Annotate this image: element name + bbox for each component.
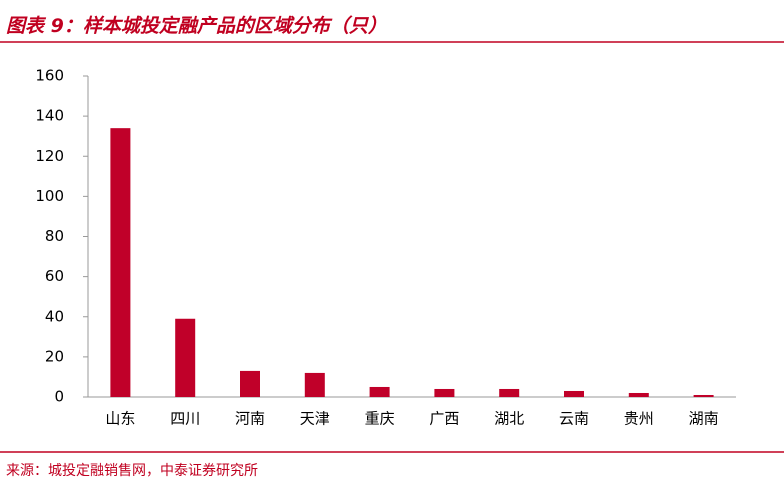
bar (693, 394, 714, 397)
source-note: 来源：城投定融销售网，中泰证券研究所 (6, 463, 258, 479)
y-tick-label: 160 (35, 67, 64, 85)
x-tick-label: 贵州 (624, 410, 654, 428)
bar (240, 370, 260, 397)
y-tick-label: 0 (54, 388, 64, 406)
bar (110, 128, 131, 397)
y-tick-label: 60 (45, 267, 64, 285)
x-tick-label: 湖北 (494, 410, 524, 428)
x-tick-label: 湖南 (689, 410, 719, 428)
chart-title: 图表 9：样本城投定融产品的区域分布（只） (6, 15, 387, 37)
bar (499, 388, 520, 397)
bar (175, 318, 196, 397)
y-tick-label: 40 (45, 307, 64, 325)
x-tick-label: 广西 (429, 410, 459, 428)
x-tick-label: 山东 (105, 410, 135, 428)
y-tick-label: 140 (35, 107, 64, 125)
x-tick-label: 四川 (170, 410, 200, 428)
y-tick-label: 100 (35, 187, 64, 205)
bar (434, 388, 455, 397)
bar (304, 372, 325, 397)
bar (369, 386, 390, 397)
y-tick-label: 120 (35, 147, 64, 165)
y-tick-label: 20 (45, 347, 64, 365)
x-tick-label: 河南 (235, 410, 265, 428)
bar (628, 392, 649, 397)
x-tick-label: 重庆 (365, 410, 395, 428)
x-tick-label: 天津 (300, 410, 330, 428)
x-tick-label: 云南 (559, 410, 589, 428)
bar (564, 390, 584, 397)
y-tick-label: 80 (45, 227, 64, 245)
